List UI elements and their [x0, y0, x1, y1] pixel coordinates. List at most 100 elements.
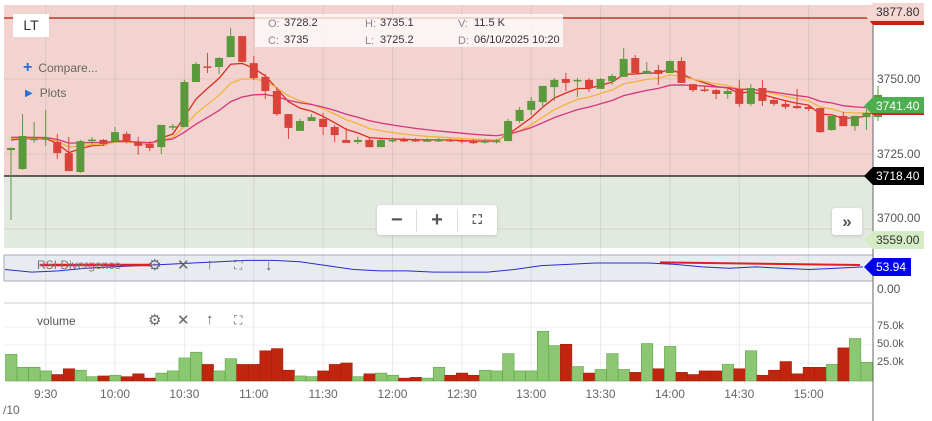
candle — [215, 57, 224, 74]
gear-icon[interactable]: ⚙ — [148, 312, 162, 329]
candle-body — [596, 79, 605, 89]
volume-bar — [421, 377, 434, 382]
moving-averages — [10, 62, 879, 154]
volume-bar — [74, 369, 87, 382]
candle — [573, 78, 582, 97]
rsi-panel-label: RSI Divergence — [37, 258, 122, 272]
candle-body — [7, 148, 15, 151]
volume-bar — [363, 373, 376, 382]
candle — [619, 48, 628, 77]
time-label: 12:00 — [377, 387, 408, 401]
candle-body — [723, 91, 732, 94]
plots-button[interactable]: ▶ Plots — [25, 86, 66, 100]
candle-body — [689, 84, 698, 91]
time-label: 12:30 — [446, 387, 477, 401]
volume-bar — [652, 368, 665, 382]
volume-bar — [132, 373, 145, 382]
candle — [249, 55, 258, 80]
zoom-out-button[interactable]: − — [390, 208, 403, 231]
date-key: D: — [458, 35, 469, 47]
candle — [735, 79, 744, 107]
candle-body — [365, 139, 374, 148]
candle-body — [457, 140, 466, 142]
volume-bar — [548, 345, 561, 382]
candle-body — [619, 58, 628, 77]
arrow-up-icon[interactable]: ↑ — [206, 311, 214, 328]
arrow-up-icon[interactable]: ↑ — [206, 256, 214, 273]
arrow-down-icon[interactable]: ↓ — [265, 257, 273, 274]
time-label: 11:30 — [308, 387, 338, 401]
candle-body — [850, 115, 859, 127]
open-value: 3728.2 — [284, 17, 318, 29]
volume-bar — [86, 376, 99, 382]
close-key: C: — [268, 35, 279, 47]
volume-bar — [28, 367, 41, 382]
volume-bar — [375, 372, 388, 382]
compare-button[interactable]: + Compare... — [23, 59, 98, 77]
volume-bar — [236, 364, 249, 382]
volume-bar — [837, 347, 850, 382]
volume-bar — [317, 370, 330, 382]
volume-bar — [259, 350, 272, 382]
candle — [538, 85, 547, 109]
candle — [457, 139, 466, 144]
close-icon[interactable]: ✕ — [177, 257, 190, 274]
candle-body — [87, 139, 96, 142]
time-label: 15:00 — [793, 387, 824, 401]
candle-body — [712, 90, 721, 94]
volume-bar — [629, 372, 642, 382]
candle-body — [400, 139, 409, 142]
maximize-icon[interactable]: ⛶ — [234, 313, 243, 327]
candle — [296, 118, 304, 131]
candle — [353, 136, 362, 145]
volume-bar — [710, 370, 723, 382]
volume-bar — [490, 370, 503, 382]
volume-bar — [606, 353, 619, 382]
low-line-tag: 3718.40 — [864, 167, 925, 185]
volume-key: V: — [458, 18, 468, 30]
candle-body — [446, 139, 455, 142]
time-label: 10:30 — [169, 387, 200, 401]
candle — [804, 106, 813, 112]
volume-bar — [814, 367, 827, 382]
volume-bar — [536, 331, 550, 382]
volume-bar — [201, 364, 214, 382]
symbol-label[interactable]: LT — [13, 14, 49, 37]
candle — [527, 97, 536, 115]
fullscreen-button[interactable]: ⛶ — [472, 212, 482, 227]
zoom-in-button[interactable]: + — [416, 208, 458, 232]
candle — [561, 73, 570, 91]
volume-bars — [5, 331, 873, 382]
candle-body — [180, 82, 189, 127]
volume-bar — [698, 370, 711, 382]
volume-bar — [167, 370, 180, 382]
volume-bar — [178, 357, 191, 382]
candle-body — [191, 64, 200, 82]
volume-bar — [351, 376, 365, 382]
candle — [781, 100, 790, 109]
volume-bar — [791, 373, 804, 382]
candle — [492, 139, 501, 144]
volume-bar — [664, 346, 677, 382]
volume-bar — [640, 343, 654, 382]
candle-body — [862, 112, 871, 118]
candle-body — [272, 91, 281, 115]
candle — [816, 108, 825, 133]
volume-bar — [479, 369, 492, 382]
candle-body — [319, 118, 328, 127]
candle — [30, 121, 39, 143]
gear-icon[interactable]: ⚙ — [148, 257, 162, 274]
candle — [746, 84, 755, 106]
volume-bar — [5, 354, 18, 382]
maximize-icon[interactable]: ⛶ — [234, 258, 243, 272]
volume-bar — [687, 374, 700, 382]
close-icon[interactable]: ✕ — [177, 312, 190, 329]
volume-bar — [143, 377, 157, 382]
volume-bar — [860, 361, 873, 382]
price-label: 3725.00 — [877, 147, 921, 161]
volume-bar — [594, 369, 607, 382]
candle-body — [53, 142, 62, 154]
candle-body — [827, 115, 836, 130]
volume-bar — [444, 374, 457, 382]
scroll-to-latest-button[interactable]: » — [832, 208, 862, 235]
